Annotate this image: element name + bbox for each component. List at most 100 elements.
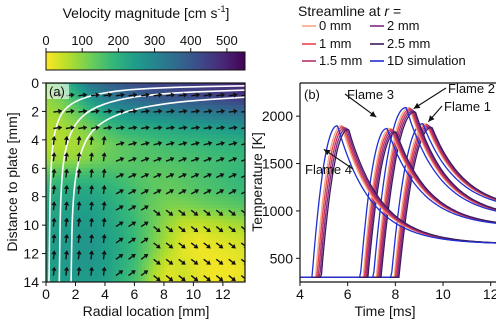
field-cell <box>141 164 147 169</box>
legend-label: 0 mm <box>319 18 352 33</box>
field-cell <box>193 208 198 213</box>
field-cell <box>197 211 202 217</box>
field-cell <box>204 160 209 165</box>
velocity-arrow <box>115 174 121 179</box>
field-cell <box>79 223 84 228</box>
field-cell <box>182 215 187 220</box>
field-cell <box>197 141 202 147</box>
field-cell <box>197 116 202 121</box>
field-cell <box>93 204 99 209</box>
field-cell <box>57 164 62 169</box>
field-cell <box>112 237 117 243</box>
temperature-line <box>300 124 496 278</box>
field-cell <box>60 138 66 143</box>
velocity-arrow-head <box>207 141 213 147</box>
field-cell <box>219 160 224 165</box>
field-cell <box>200 145 206 150</box>
field-cell <box>53 223 58 228</box>
field-cell <box>160 164 165 169</box>
field-cell <box>104 241 110 246</box>
field-cell <box>163 149 169 154</box>
field-cell <box>163 94 169 99</box>
field-cell <box>101 211 106 217</box>
field-cell <box>178 186 183 191</box>
velocity-arrow <box>140 190 146 195</box>
field-cell <box>68 234 73 239</box>
field-cell <box>186 208 191 213</box>
velocity-arrow <box>102 139 105 145</box>
velocity-arrow-head <box>218 244 224 249</box>
field-cell <box>71 86 77 91</box>
field-cell <box>138 101 143 106</box>
field-cell <box>160 86 165 91</box>
field-cell <box>152 211 158 217</box>
field-cell <box>174 108 180 114</box>
field-cell <box>49 134 54 139</box>
field-cell <box>219 219 224 224</box>
velocity-arrow-head <box>76 250 82 255</box>
field-cell <box>71 149 77 154</box>
field-cell <box>75 156 80 161</box>
field-cell <box>49 215 54 220</box>
field-cell <box>123 234 128 239</box>
field-cell <box>215 105 220 110</box>
field-cell <box>49 200 54 206</box>
field-cell <box>127 234 132 239</box>
field-cell <box>53 134 58 139</box>
field-cell <box>97 141 102 147</box>
velocity-arrow-head <box>108 92 113 98</box>
field-cell <box>178 245 183 250</box>
field-cell <box>222 274 228 279</box>
field-cell <box>116 200 121 206</box>
field-cell <box>104 215 110 220</box>
field-cell <box>116 123 121 128</box>
velocity-arrow-head <box>145 108 150 114</box>
field-cell <box>93 145 99 150</box>
field-cell <box>215 116 220 121</box>
field-cell <box>108 256 113 261</box>
field-cell <box>174 145 180 150</box>
velocity-arrow-head <box>51 135 57 141</box>
field-cell <box>127 101 132 106</box>
field-cell <box>226 200 231 206</box>
field-cell <box>141 145 147 150</box>
field-cell <box>241 167 245 173</box>
field-cell <box>178 270 183 276</box>
field-cell <box>160 105 165 110</box>
field-cell <box>219 200 224 206</box>
field-cell <box>108 112 113 117</box>
field-cell <box>127 245 132 250</box>
field-cell <box>160 189 165 195</box>
field-cell <box>193 119 198 125</box>
field-cell <box>79 230 84 235</box>
field-cell <box>82 138 88 143</box>
field-cell <box>182 208 187 213</box>
field-cell <box>222 138 228 143</box>
velocity-arrow <box>241 175 245 179</box>
field-cell <box>174 230 180 235</box>
field-cell <box>219 153 224 158</box>
field-cell <box>64 226 69 232</box>
field-cell <box>93 175 99 180</box>
field-cell <box>241 263 245 268</box>
field-cell <box>53 256 58 261</box>
colorbar-gradient <box>45 51 246 71</box>
colorbar-tick-label: 300 <box>144 33 166 48</box>
field-cell <box>186 156 191 161</box>
field-cell <box>171 245 176 250</box>
field-cell <box>174 123 180 128</box>
velocity-arrow-head <box>89 234 95 239</box>
field-cell <box>230 97 235 103</box>
velocity-arrow-head <box>83 125 88 131</box>
field-cell <box>208 200 213 206</box>
field-cell <box>219 105 224 110</box>
field-cell <box>116 178 121 184</box>
field-cell <box>75 259 80 265</box>
field-cell <box>197 130 202 136</box>
field-cell <box>163 252 169 257</box>
velocity-arrow-head <box>51 201 57 206</box>
field-cell <box>141 123 147 128</box>
field-cell <box>237 112 242 117</box>
field-cell <box>149 90 154 95</box>
velocity-arrow-head <box>170 125 175 131</box>
